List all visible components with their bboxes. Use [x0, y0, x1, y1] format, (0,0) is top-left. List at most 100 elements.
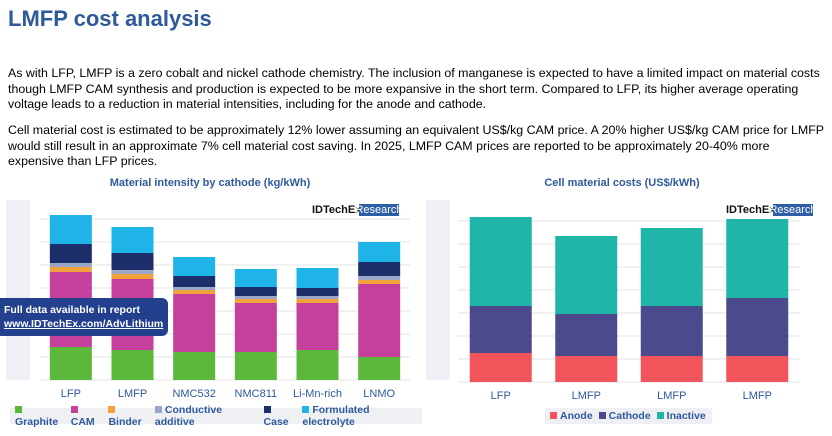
bar-segment [296, 350, 339, 380]
bar-segment [49, 263, 92, 267]
legend: Graphite CAM Binder Conductive additive Case… [10, 404, 422, 428]
bar-segment [173, 352, 216, 380]
bar-segment [111, 350, 154, 380]
bar-segment [49, 244, 92, 263]
legend-label: Cathode [608, 410, 651, 422]
paragraph: As with LFP, LMFP is a zero cobalt and n… [8, 66, 820, 111]
legend-swatch [598, 412, 606, 419]
x-tick-label: LMFP [743, 390, 772, 402]
bar-segment [234, 287, 277, 296]
blurred-axis [426, 200, 450, 380]
legend-item: Binder [108, 404, 148, 428]
bar-segment [358, 262, 401, 276]
legend: Anode Cathode Inactive [545, 408, 712, 424]
legend-swatch [550, 412, 557, 419]
bar-segment [234, 296, 277, 299]
legend-item: Inactive [656, 410, 706, 422]
bar-segment [640, 228, 703, 306]
bar-segment [234, 299, 277, 303]
legend-label: Conductive additive [154, 404, 223, 428]
logo-tag-bg [359, 204, 399, 216]
x-tick-label: LNMO [363, 388, 395, 400]
bar-segment [555, 356, 618, 382]
bar-segment [173, 290, 216, 294]
chart-title: Material intensity by cathode (kg/kWh) [110, 177, 311, 189]
bar-segment [469, 217, 532, 306]
bar-segment [173, 257, 216, 276]
bar-segment [296, 303, 339, 350]
legend-swatch [15, 406, 22, 413]
bar-segment [49, 347, 92, 380]
legend-swatch [302, 406, 310, 413]
bar-segment [469, 306, 532, 353]
legend-item: Graphite [15, 404, 65, 428]
x-tick-label: Li-Mn-rich [293, 388, 342, 400]
legend-swatch [154, 406, 162, 413]
bar-segment [296, 299, 339, 303]
legend-label: Formulated electrolyte [302, 404, 370, 428]
bar-segment [173, 294, 216, 352]
legend-item: Anode [550, 410, 593, 422]
legend-label: Case [263, 416, 289, 428]
logo-tag-bg [773, 204, 813, 216]
bar-segment [358, 284, 401, 357]
bar-segment [173, 287, 216, 290]
bar-segment [296, 268, 339, 288]
legend-label: Graphite [15, 416, 59, 428]
bar-segment [640, 306, 703, 356]
x-tick-label: NMC532 [172, 388, 215, 400]
bar-segment [358, 357, 401, 380]
legend-swatch [108, 406, 116, 413]
logo-tag: Research [355, 204, 402, 216]
logo-tag: Research [769, 204, 816, 216]
bar-segment [358, 280, 401, 284]
x-tick-label: NMC811 [235, 388, 278, 400]
legend-item: Cathode [598, 410, 651, 422]
bar-segment [111, 274, 154, 279]
bar-segment [173, 276, 216, 287]
slide-title: LMFP cost analysis [8, 6, 212, 31]
bar-segment [726, 219, 789, 298]
legend-swatch [70, 406, 78, 413]
bar-segment [234, 269, 277, 287]
bar-segment [640, 356, 703, 382]
legend-item: Case [263, 404, 297, 428]
bar-segment [358, 242, 401, 262]
bar-segment [555, 314, 618, 356]
bar-segment [234, 303, 277, 352]
paragraph: Cell material cost is estimated to be ap… [8, 123, 824, 168]
legend-item: Formulated electrolyte [302, 404, 417, 428]
x-tick-label: LMFP [118, 388, 147, 400]
bar-segment [111, 253, 154, 270]
bar-segment [726, 298, 789, 356]
logo-name: IDTechEx [726, 204, 776, 216]
bar-segment [469, 353, 532, 382]
bar-segment [49, 267, 92, 272]
blurred-axis [6, 200, 30, 380]
logo-name: IDTechEx [312, 204, 362, 216]
x-tick-label: LMFP [657, 390, 686, 402]
chart-title: Cell material costs (US$/kWh) [544, 177, 700, 189]
legend-label: Binder [108, 416, 142, 428]
legend-swatch [263, 406, 271, 413]
callout-link[interactable]: www.IDTechEx.com/AdvLithium [4, 318, 164, 330]
bar-segment [111, 270, 154, 274]
legend-label: Inactive [666, 410, 706, 422]
legend-label: CAM [70, 416, 95, 428]
bar-segment [726, 356, 789, 382]
x-tick-label: LMFP [572, 390, 601, 402]
bar-segment [555, 236, 618, 314]
bar-segment [296, 288, 339, 296]
callout: Full data available in report www.IDTech… [0, 298, 168, 336]
legend-item: Conductive additive [154, 404, 258, 428]
callout-text: Full data available in report [4, 304, 140, 316]
bar-segment [49, 215, 92, 244]
x-tick-label: LFP [491, 390, 511, 402]
legend-swatch [656, 412, 664, 419]
x-tick-label: LFP [61, 388, 81, 400]
bar-segment [111, 227, 154, 253]
